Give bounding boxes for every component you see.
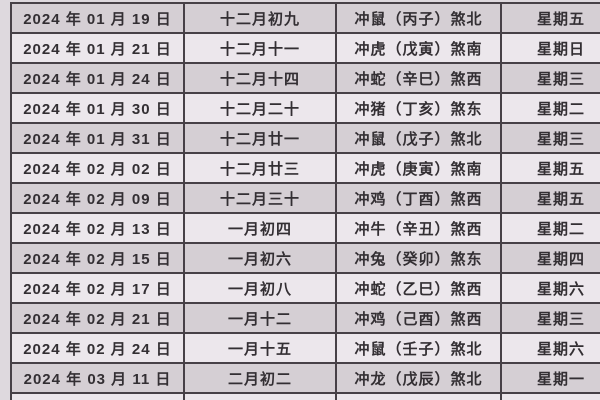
- table-row: 2024 年 01 月 19 日十二月初九 冲鼠（丙子）煞北 星期五: [10, 2, 600, 34]
- lunar-date-cell: 一月初六: [183, 242, 337, 274]
- weekday-cell: 星期五: [500, 2, 600, 34]
- clash-direction-cell: 冲鸡（己酉）煞西: [335, 302, 502, 334]
- lunar-date-cell: 十二月廿一: [183, 122, 337, 154]
- date-cell: 2024 年 02 月 17 日: [10, 272, 185, 304]
- lunar-date-cell: 一月十二: [183, 302, 337, 334]
- date-cell: 2024 年 02 月 09 日: [10, 182, 185, 214]
- weekday-cell: 星期二: [500, 212, 600, 244]
- clash-direction-cell: 冲鸡（丁酉）煞西: [335, 182, 502, 214]
- weekday-cell: 星期一: [500, 362, 600, 394]
- clash-direction-cell: 冲鼠（戊子）煞北: [335, 122, 502, 154]
- weekday-cell: 星期三: [500, 122, 600, 154]
- weekday-cell: 星期四: [500, 242, 600, 274]
- table-row: 2024 年 02 月 09 日十二月三十 冲鸡（丁酉）煞西 星期五: [10, 182, 600, 214]
- empty-cell: [335, 392, 502, 400]
- table-row: 2024 年 02 月 13 日一月初四 冲牛（辛丑）煞西 星期二: [10, 212, 600, 244]
- table-row: 2024 年 01 月 31 日十二月廿一 冲鼠（戊子）煞北 星期三: [10, 122, 600, 154]
- lunar-date-cell: 二月初二: [183, 362, 337, 394]
- date-cell: 2024 年 01 月 31 日: [10, 122, 185, 154]
- lunar-date-cell: 一月十五: [183, 332, 337, 364]
- clash-direction-cell: 冲鼠（丙子）煞北: [335, 2, 502, 34]
- table-row: 2024 年 02 月 21 日一月十二 冲鸡（己酉）煞西 星期三: [10, 302, 600, 334]
- lunar-date-cell: 十二月初九: [183, 2, 337, 34]
- table-row: 2024 年 02 月 15 日一月初六 冲兔（癸卯）煞东 星期四: [10, 242, 600, 274]
- table-row-partial: [10, 392, 600, 400]
- almanac-table: 2024 年 01 月 19 日十二月初九 冲鼠（丙子）煞北 星期五 2024 年 0…: [10, 2, 600, 400]
- date-cell: 2024 年 02 月 15 日: [10, 242, 185, 274]
- date-cell: 2024 年 02 月 02 日: [10, 152, 185, 184]
- lunar-date-cell: 十二月廿三: [183, 152, 337, 184]
- clash-direction-cell: 冲兔（癸卯）煞东: [335, 242, 502, 274]
- date-cell: 2024 年 01 月 30 日: [10, 92, 185, 124]
- lunar-date-cell: 十二月二十: [183, 92, 337, 124]
- clash-direction-cell: 冲牛（辛丑）煞西: [335, 212, 502, 244]
- empty-cell: [10, 392, 185, 400]
- date-cell: 2024 年 01 月 24 日: [10, 62, 185, 94]
- weekday-cell: 星期三: [500, 62, 600, 94]
- clash-direction-cell: 冲鼠（壬子）煞北: [335, 332, 502, 364]
- table-row: 2024 年 01 月 24 日十二月十四 冲蛇（辛巳）煞西 星期三: [10, 62, 600, 94]
- clash-direction-cell: 冲猪（丁亥）煞东: [335, 92, 502, 124]
- weekday-cell: 星期五: [500, 152, 600, 184]
- weekday-cell: 星期二: [500, 92, 600, 124]
- lunar-date-cell: 十二月三十: [183, 182, 337, 214]
- date-cell: 2024 年 01 月 21 日: [10, 32, 185, 64]
- table-row: 2024 年 01 月 21 日十二月十一 冲虎（戊寅）煞南 星期日: [10, 32, 600, 64]
- table-row: 2024 年 02 月 02 日十二月廿三 冲虎（庚寅）煞南 星期五: [10, 152, 600, 184]
- table-row: 2024 年 03 月 11 日二月初二 冲龙（戊辰）煞北 星期一: [10, 362, 600, 394]
- clash-direction-cell: 冲龙（戊辰）煞北: [335, 362, 502, 394]
- clash-direction-cell: 冲虎（庚寅）煞南: [335, 152, 502, 184]
- lunar-date-cell: 十二月十四: [183, 62, 337, 94]
- clash-direction-cell: 冲蛇（辛巳）煞西: [335, 62, 502, 94]
- date-cell: 2024 年 01 月 19 日: [10, 2, 185, 34]
- clash-direction-cell: 冲虎（戊寅）煞南: [335, 32, 502, 64]
- empty-cell: [500, 392, 600, 400]
- weekday-cell: 星期日: [500, 32, 600, 64]
- weekday-cell: 星期六: [500, 332, 600, 364]
- date-cell: 2024 年 03 月 11 日: [10, 362, 185, 394]
- empty-cell: [183, 392, 337, 400]
- table-row: 2024 年 02 月 17 日一月初八 冲蛇（乙巳）煞西 星期六: [10, 272, 600, 304]
- weekday-cell: 星期六: [500, 272, 600, 304]
- table-row: 2024 年 01 月 30 日十二月二十 冲猪（丁亥）煞东 星期二: [10, 92, 600, 124]
- weekday-cell: 星期五: [500, 182, 600, 214]
- lunar-date-cell: 一月初四: [183, 212, 337, 244]
- weekday-cell: 星期三: [500, 302, 600, 334]
- date-cell: 2024 年 02 月 21 日: [10, 302, 185, 334]
- date-cell: 2024 年 02 月 24 日: [10, 332, 185, 364]
- date-cell: 2024 年 02 月 13 日: [10, 212, 185, 244]
- table-body: 2024 年 01 月 19 日十二月初九 冲鼠（丙子）煞北 星期五 2024 年 0…: [10, 2, 600, 400]
- lunar-date-cell: 一月初八: [183, 272, 337, 304]
- clash-direction-cell: 冲蛇（乙巳）煞西: [335, 272, 502, 304]
- table-row: 2024 年 02 月 24 日一月十五 冲鼠（壬子）煞北 星期六: [10, 332, 600, 364]
- lunar-date-cell: 十二月十一: [183, 32, 337, 64]
